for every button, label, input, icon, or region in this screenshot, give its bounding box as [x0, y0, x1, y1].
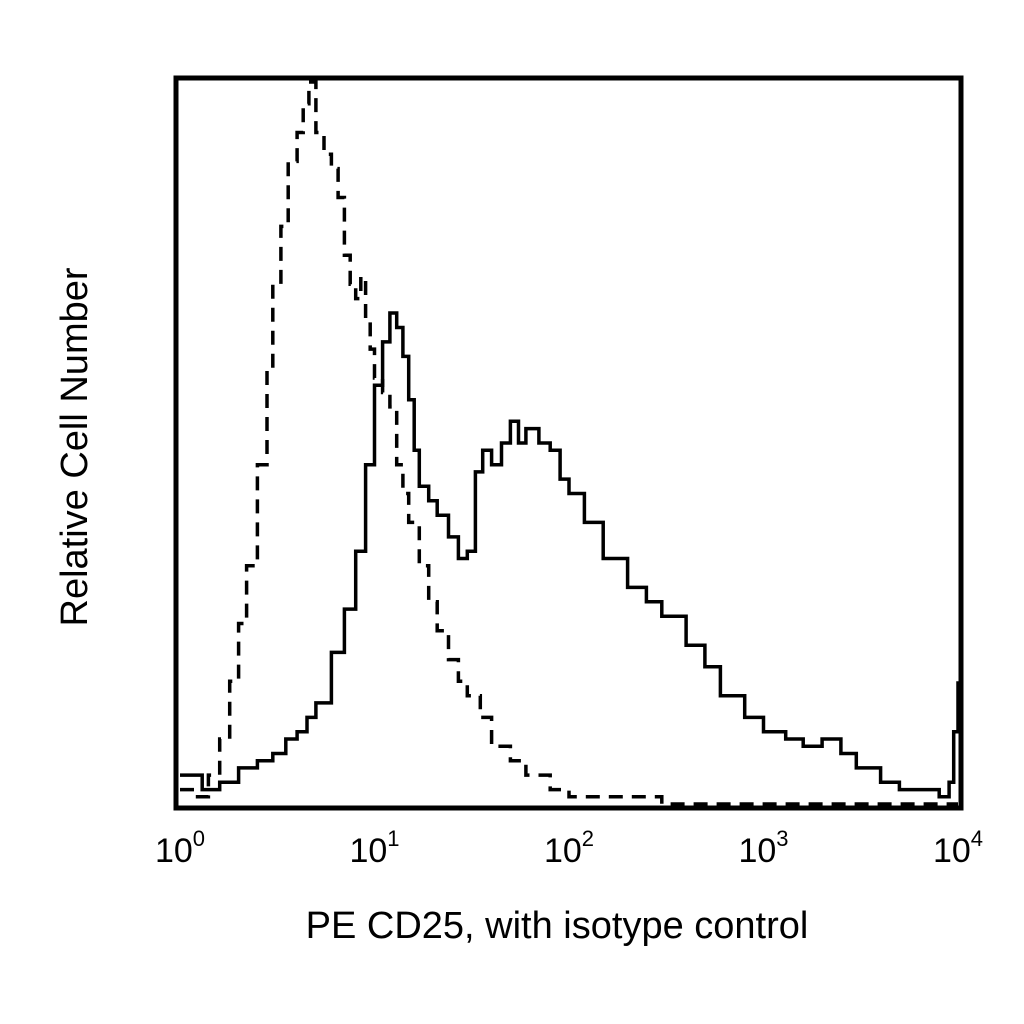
x-tick-label-1: 101 [349, 826, 399, 870]
x-tick-base: 10 [933, 832, 971, 870]
x-tick-base: 10 [155, 832, 193, 870]
pe-cd25-line [180, 311, 960, 799]
isotype-control-line [180, 80, 958, 806]
x-tick-exponent: 1 [387, 826, 399, 851]
x-tick-label-2: 102 [544, 826, 594, 870]
plot-frame [173, 75, 964, 811]
x-tick-base: 10 [738, 832, 776, 870]
series-layer [180, 80, 960, 806]
x-tick-label-0: 100 [155, 826, 205, 870]
x-tick-exponent: 3 [776, 826, 788, 851]
x-tick-exponent: 4 [971, 826, 983, 851]
x-tick-exponent: 0 [193, 826, 205, 851]
x-axis-label: PE CD25, with isotype control [306, 905, 809, 947]
x-tick-exponent: 2 [582, 826, 594, 851]
y-axis-label: Relative Cell Number [54, 267, 96, 626]
x-tick-label-3: 103 [738, 826, 788, 870]
x-tick-base: 10 [544, 832, 582, 870]
x-axis-ticks: 100 101 102 103 104 [155, 826, 983, 870]
x-tick-label-4: 104 [933, 826, 983, 870]
x-tick-base: 10 [349, 832, 387, 870]
